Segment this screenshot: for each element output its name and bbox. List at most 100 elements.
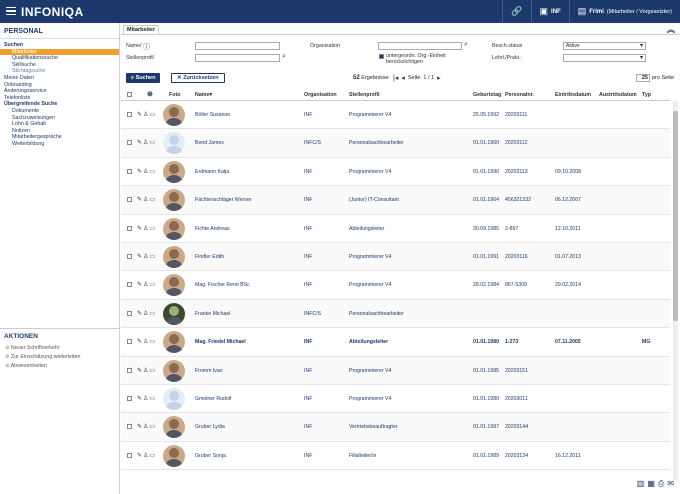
per-page-input[interactable]: 25 xyxy=(635,74,650,82)
folder-icon[interactable]: ▭ xyxy=(149,168,157,175)
mail-icon[interactable]: ✉ xyxy=(667,479,674,488)
scrollbar[interactable] xyxy=(673,101,678,481)
table-row[interactable]: ✎♙▭ Fromm Ivan INF Programmierer V4 01.01.19… xyxy=(121,356,670,385)
table-row[interactable]: ✎♙▭ Erdmann Katja INF Programmierer V4 01.01… xyxy=(121,157,670,187)
settings-icon[interactable]: ⊛ xyxy=(147,91,153,98)
folder-icon[interactable]: ▭ xyxy=(149,253,157,260)
row-checkbox[interactable] xyxy=(127,339,132,345)
sidebar-item-14[interactable]: Mitarbeitergespräche xyxy=(12,134,62,141)
row-name[interactable]: Gruber Sonja xyxy=(195,452,226,459)
collapse-icon[interactable]: ︽ xyxy=(667,25,675,34)
table-row[interactable]: ✎♙▭ Fichte Andreas INF Abteilungsleiter 30.0… xyxy=(121,214,670,243)
edit-icon[interactable]: ✎ xyxy=(137,282,144,289)
stellenprofil-search-icon[interactable]: ⌕ xyxy=(282,53,286,60)
avatar[interactable] xyxy=(163,416,185,439)
person-icon[interactable]: ♙ xyxy=(143,197,150,204)
row-checkbox[interactable] xyxy=(127,112,132,117)
user-menu-button[interactable]: ▤ Frimi (Mitarbeiter / Vorgesetzter) xyxy=(568,0,680,23)
sidebar-item-0[interactable]: Suchen xyxy=(4,42,24,48)
link-button[interactable]: 🔗 xyxy=(502,0,530,23)
sidebar-item-6[interactable]: Onboarding xyxy=(4,81,32,88)
row-name[interactable]: Fromm Ivan xyxy=(195,367,223,374)
first-page-icon[interactable]: |◂ xyxy=(393,75,399,82)
sidebar-item-7[interactable]: Änderungsservice xyxy=(4,88,47,95)
action-item-1[interactable]: Zur Einschätzung weiterleiten xyxy=(0,353,120,362)
export-pdf-icon[interactable]: ▦ xyxy=(647,479,655,488)
row-name[interactable]: Böller Susanne xyxy=(195,112,231,118)
row-checkbox[interactable] xyxy=(127,282,132,288)
edit-icon[interactable]: ✎ xyxy=(137,140,144,147)
folder-icon[interactable]: ▭ xyxy=(149,225,157,232)
sidebar-item-10[interactable]: Dokumente xyxy=(12,107,40,114)
avatar[interactable] xyxy=(163,387,185,410)
search-button[interactable]: ⌕ Suchen xyxy=(126,73,161,83)
untergeordnet-checkbox[interactable] xyxy=(379,54,384,59)
row-checkbox[interactable] xyxy=(127,452,132,458)
sidebar-item-8[interactable]: Telefonliste xyxy=(4,94,31,101)
person-icon[interactable]: ♙ xyxy=(143,168,150,175)
col-organisation[interactable]: Organisation xyxy=(304,92,337,98)
avatar[interactable] xyxy=(163,189,185,212)
row-name[interactable]: Mag. Fischer René BSc xyxy=(195,282,250,289)
person-icon[interactable]: ♙ xyxy=(143,424,150,431)
row-checkbox[interactable] xyxy=(127,395,132,401)
sidebar-item-5[interactable]: Meine Daten xyxy=(4,74,35,81)
avatar[interactable] xyxy=(163,104,185,126)
person-icon[interactable]: ♙ xyxy=(143,310,150,317)
sidebar-item-3[interactable]: Skillsuche xyxy=(12,61,36,68)
table-row[interactable]: ✎♙▭ Findler Edith INF Programmierer V4 01.01… xyxy=(121,242,670,272)
person-icon[interactable]: ♙ xyxy=(143,367,150,374)
row-name[interactable]: Mag. Friedel Michael xyxy=(195,339,246,346)
table-row[interactable]: ✎♙▭ Gruber Sonja INF Filialleiter/in 01.01.1… xyxy=(121,441,670,471)
row-name[interactable]: Erdmann Katja xyxy=(195,168,230,175)
avatar[interactable] xyxy=(163,444,185,467)
person-icon[interactable]: ♙ xyxy=(143,452,150,459)
edit-icon[interactable]: ✎ xyxy=(137,367,144,374)
row-checkbox[interactable] xyxy=(127,253,132,259)
action-item-0[interactable]: Neuer Schriftverkehr xyxy=(0,344,120,353)
avatar[interactable] xyxy=(163,274,185,297)
avatar[interactable] xyxy=(163,302,185,325)
row-checkbox[interactable] xyxy=(127,168,132,174)
folder-icon[interactable]: ▭ xyxy=(149,112,157,118)
folder-icon[interactable]: ▭ xyxy=(149,395,157,402)
row-name[interactable]: Fächtenschläger Werner xyxy=(195,197,252,204)
col-typ[interactable]: Typ xyxy=(642,92,652,98)
avatar[interactable] xyxy=(163,217,185,240)
person-icon[interactable]: ♙ xyxy=(143,225,150,232)
name-input[interactable] xyxy=(195,42,280,50)
person-icon[interactable]: ♙ xyxy=(143,253,150,260)
table-row[interactable]: ✎♙▭ Böller Susanne INF Programmierer V4 25.0… xyxy=(121,101,670,130)
folder-icon[interactable]: ▭ xyxy=(149,140,157,147)
menu-icon[interactable] xyxy=(6,7,16,15)
tab-mitarbeiter[interactable]: Mitarbeiter xyxy=(123,25,160,34)
scrollbar-thumb[interactable] xyxy=(673,111,678,321)
col-austritt[interactable]: Austrittsdatum xyxy=(599,92,637,98)
sidebar-item-1[interactable]: Mitarbeiter xyxy=(0,48,119,56)
table-row[interactable]: ✎♙▭ Franke Michael INFC/S Personalsachbearb… xyxy=(121,299,670,329)
person-icon[interactable]: ♙ xyxy=(143,282,150,289)
info-icon[interactable]: ⓘ xyxy=(143,44,150,51)
avatar[interactable] xyxy=(163,245,185,268)
table-row[interactable]: ✎♙▭ Fächtenschläger Werner INF (Junior) IT-… xyxy=(121,186,670,215)
stellenprofil-input[interactable] xyxy=(195,54,280,62)
avatar[interactable] xyxy=(163,132,185,155)
row-checkbox[interactable] xyxy=(127,424,132,430)
row-checkbox[interactable] xyxy=(127,225,132,231)
reset-button[interactable]: ✕ Zurücksetzen xyxy=(171,73,225,83)
sidebar-item-12[interactable]: Lohn & Gehalt xyxy=(12,121,46,128)
folder-icon[interactable]: ▭ xyxy=(149,424,157,431)
table-row[interactable]: ✎♙▭ Gmeiner Rudolf INF Programmierer V4 01.0… xyxy=(121,384,670,414)
edit-icon[interactable]: ✎ xyxy=(137,253,144,260)
avatar[interactable] xyxy=(163,359,185,382)
person-icon[interactable]: ♙ xyxy=(143,339,150,346)
avatar[interactable] xyxy=(163,331,185,354)
select-all-checkbox[interactable] xyxy=(127,92,132,97)
row-name[interactable]: Fichte Andreas xyxy=(195,225,230,232)
avatar[interactable] xyxy=(163,160,185,183)
table-row[interactable]: ✎♙▭ Bond James INFC/S Personalsachbearbeite… xyxy=(121,129,670,158)
folder-icon[interactable]: ▭ xyxy=(149,367,157,374)
row-name[interactable]: Bond James xyxy=(195,140,224,147)
sidebar-item-13[interactable]: Notizen xyxy=(12,127,30,134)
row-checkbox[interactable] xyxy=(127,367,132,373)
